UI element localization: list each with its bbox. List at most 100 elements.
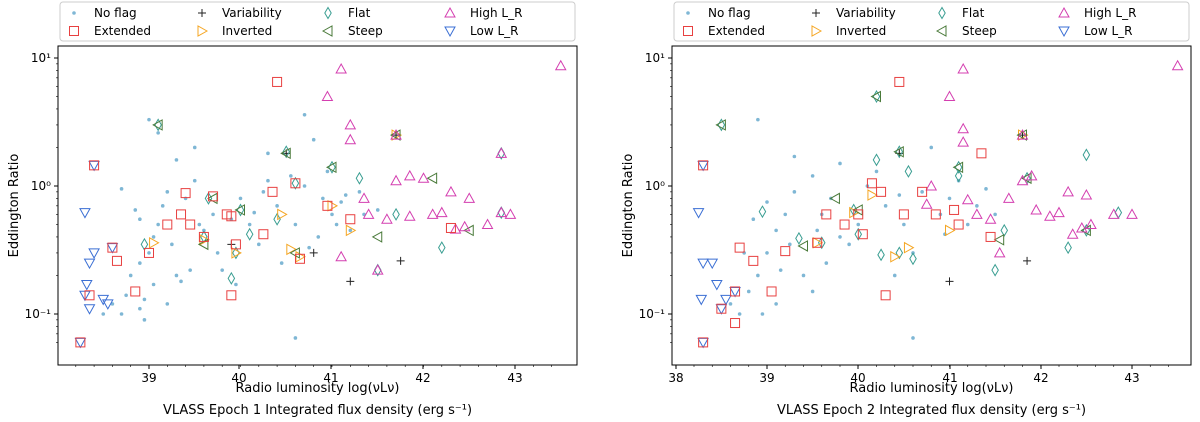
- series-extended: [75, 76, 456, 348]
- data-point: [381, 213, 393, 224]
- data-point: [417, 172, 430, 183]
- data-point: [147, 117, 151, 122]
- data-point: [965, 222, 970, 227]
- data-point: [335, 250, 347, 262]
- data-point: [792, 154, 797, 159]
- data-point: [343, 193, 348, 197]
- x-tick-label: 42: [415, 371, 430, 385]
- data-point: [839, 219, 850, 230]
- data-point: [156, 222, 160, 227]
- data-point: [293, 336, 298, 340]
- data-point: [197, 222, 202, 227]
- data-point: [245, 227, 254, 241]
- data-point: [151, 235, 156, 239]
- data-point: [920, 198, 933, 209]
- data-point: [290, 178, 301, 189]
- data-point: [396, 256, 405, 265]
- data-point: [1062, 185, 1074, 197]
- y-axis-label: Eddington Ratio: [621, 154, 636, 258]
- data-point: [710, 280, 723, 291]
- legend-label: Flat: [348, 6, 371, 20]
- markers: [692, 59, 1184, 349]
- data-point: [435, 206, 448, 218]
- legend-marker: [198, 9, 206, 17]
- data-point: [75, 337, 86, 348]
- data-point: [993, 246, 1006, 258]
- data-point: [715, 119, 726, 131]
- data-point: [280, 147, 291, 160]
- data-point: [230, 239, 241, 250]
- data-point: [945, 224, 956, 237]
- data-point: [275, 204, 279, 208]
- data-point: [316, 235, 321, 239]
- data-point: [339, 200, 343, 204]
- data-point: [876, 186, 887, 197]
- series-low-l-r: [74, 160, 119, 349]
- data-point: [930, 209, 941, 220]
- data-point: [697, 258, 709, 270]
- data-point: [904, 164, 913, 178]
- data-point: [133, 208, 138, 212]
- data-point: [147, 251, 151, 255]
- data-point: [247, 222, 252, 227]
- data-point: [445, 222, 456, 233]
- legend-label: Extended: [94, 24, 151, 38]
- data-point: [185, 219, 196, 230]
- data-point: [188, 268, 192, 272]
- data-point: [911, 336, 915, 340]
- data-point: [925, 179, 938, 191]
- data-point: [107, 242, 118, 253]
- legend-marker: [1058, 26, 1070, 38]
- data-point: [758, 205, 767, 219]
- data-point: [174, 273, 179, 278]
- data-point: [302, 184, 307, 188]
- data-point: [220, 268, 224, 272]
- series-high-l-r: [920, 59, 1184, 258]
- legend-marker: [811, 25, 823, 37]
- data-point: [258, 229, 269, 240]
- panel-left: 39 40 41 42 43 10⁻¹ 10⁰ 10¹ Radio luminosity log…: [7, 1, 578, 418]
- data-point: [426, 172, 438, 185]
- data-point: [371, 264, 384, 275]
- data-point: [734, 242, 745, 253]
- series-no-flag: [728, 117, 997, 340]
- data-point: [715, 304, 728, 315]
- data-point: [208, 191, 219, 202]
- data-point: [215, 251, 220, 255]
- legend-marker: [935, 25, 947, 37]
- data-point: [138, 261, 142, 265]
- data-point: [344, 133, 357, 145]
- legend-label: Steep: [348, 24, 383, 38]
- data-point: [1107, 208, 1120, 219]
- x-tick-label: 40: [231, 371, 246, 385]
- x-tick-label: 43: [1124, 371, 1139, 385]
- data-point: [463, 224, 474, 237]
- data-point: [985, 231, 996, 242]
- data-point: [856, 222, 861, 227]
- data-point: [124, 293, 128, 298]
- legend-label: Variability: [222, 6, 282, 20]
- data-point: [993, 212, 997, 217]
- data-point: [390, 174, 402, 186]
- data-point: [909, 252, 917, 266]
- data-point: [954, 169, 963, 183]
- data-point: [554, 59, 567, 71]
- data-point: [346, 277, 355, 286]
- panel-right: 38 39 40 41 42 43 10⁻¹ 10⁰ 10¹ Radio luminosity l…: [621, 1, 1192, 418]
- data-point: [751, 217, 756, 222]
- data-point: [730, 286, 741, 297]
- data-point: [192, 145, 197, 150]
- data-point: [311, 137, 316, 142]
- data-point: [706, 258, 719, 270]
- data-point: [119, 187, 124, 191]
- data-point: [88, 160, 100, 172]
- data-point: [138, 217, 142, 222]
- data-point: [976, 148, 987, 159]
- data-point: [309, 248, 318, 257]
- legend-marker: [324, 6, 332, 20]
- y-tick-label: 10⁻¹: [25, 307, 52, 321]
- data-point: [854, 227, 863, 241]
- series-inverted: [149, 129, 403, 263]
- data-point: [984, 213, 997, 224]
- data-point: [176, 209, 187, 220]
